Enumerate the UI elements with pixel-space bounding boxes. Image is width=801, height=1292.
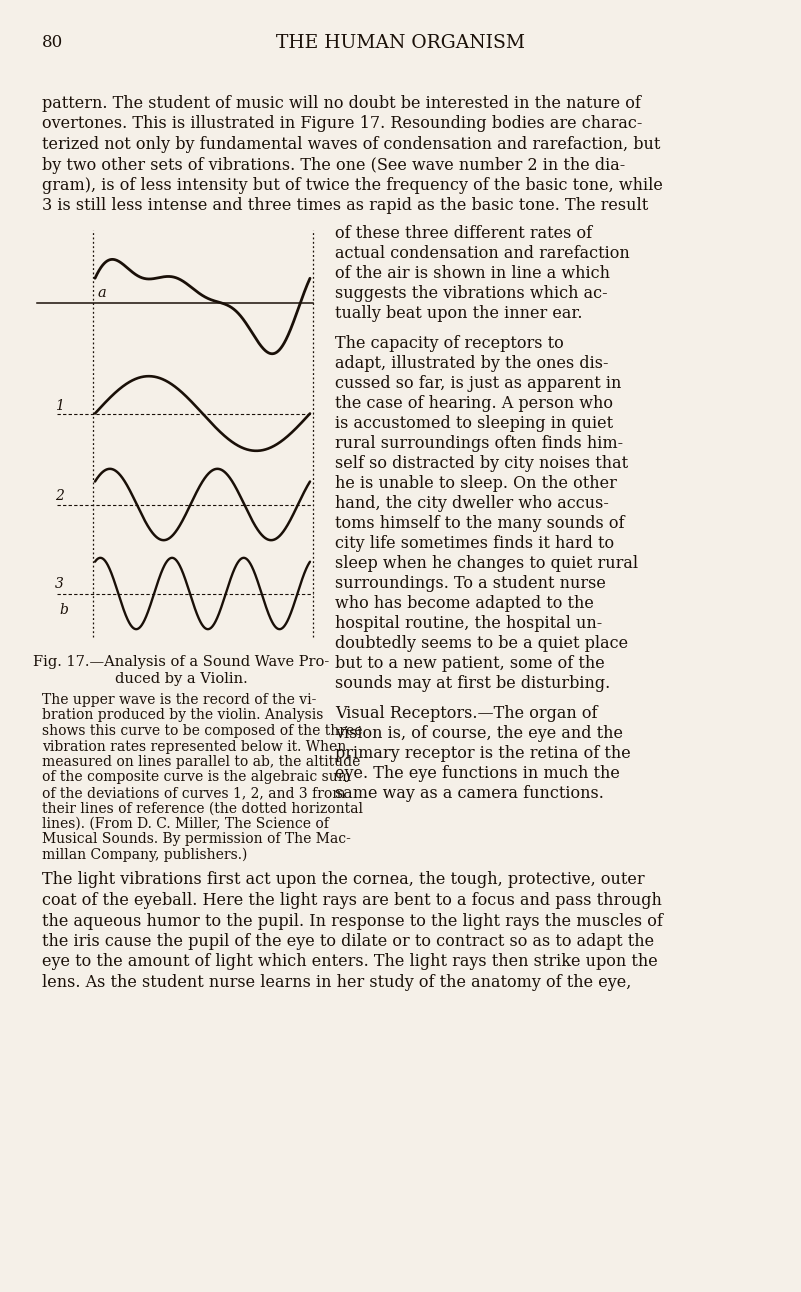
Text: is accustomed to sleeping in quiet: is accustomed to sleeping in quiet (335, 415, 613, 432)
Text: of the composite curve is the algebraic sum: of the composite curve is the algebraic … (42, 770, 351, 784)
Text: doubtedly seems to be a quiet place: doubtedly seems to be a quiet place (335, 634, 628, 652)
Text: who has become adapted to the: who has become adapted to the (335, 596, 594, 612)
Text: gram), is of less intensity but of twice the frequency of the basic tone, while: gram), is of less intensity but of twice… (42, 177, 663, 194)
Text: overtones. This is illustrated in Figure 17. Resounding bodies are charac-: overtones. This is illustrated in Figure… (42, 115, 642, 133)
Text: of the air is shown in line a which: of the air is shown in line a which (335, 265, 610, 282)
Text: of these three different rates of: of these three different rates of (335, 225, 592, 242)
Text: self so distracted by city noises that: self so distracted by city noises that (335, 455, 628, 472)
Text: tually beat upon the inner ear.: tually beat upon the inner ear. (335, 305, 582, 322)
Text: cussed so far, is just as apparent in: cussed so far, is just as apparent in (335, 375, 622, 391)
Text: coat of the eyeball. Here the light rays are bent to a focus and pass through: coat of the eyeball. Here the light rays… (42, 891, 662, 910)
Text: the aqueous humor to the pupil. In response to the light rays the muscles of: the aqueous humor to the pupil. In respo… (42, 912, 663, 929)
Text: 1: 1 (55, 398, 64, 412)
Text: lines). (From D. C. Miller, The Science of: lines). (From D. C. Miller, The Science … (42, 817, 329, 831)
Text: city life sometimes finds it hard to: city life sometimes finds it hard to (335, 535, 614, 552)
Text: a: a (98, 286, 107, 300)
Text: the case of hearing. A person who: the case of hearing. A person who (335, 395, 613, 412)
Text: suggests the vibrations which ac-: suggests the vibrations which ac- (335, 286, 608, 302)
Text: millan Company, publishers.): millan Company, publishers.) (42, 848, 248, 862)
Text: the iris cause the pupil of the eye to dilate or to contract so as to adapt the: the iris cause the pupil of the eye to d… (42, 933, 654, 950)
Text: lens. As the student nurse learns in her study of the anatomy of the eye,: lens. As the student nurse learns in her… (42, 974, 631, 991)
Text: measured on lines parallel to ab, the altitude: measured on lines parallel to ab, the al… (42, 755, 360, 769)
Text: Musical Sounds. By permission of The Mac-: Musical Sounds. By permission of The Mac… (42, 832, 351, 846)
Text: Fig. 17.—Analysis of a Sound Wave Pro-: Fig. 17.—Analysis of a Sound Wave Pro- (33, 655, 329, 669)
Text: sleep when he changes to quiet rural: sleep when he changes to quiet rural (335, 556, 638, 572)
Text: toms himself to the many sounds of: toms himself to the many sounds of (335, 516, 625, 532)
Text: 2: 2 (55, 490, 64, 504)
Text: The upper wave is the record of the vi-: The upper wave is the record of the vi- (42, 693, 316, 707)
Text: The light vibrations first act upon the cornea, the tough, protective, outer: The light vibrations first act upon the … (42, 872, 645, 889)
Text: b: b (59, 603, 68, 618)
Text: THE HUMAN ORGANISM: THE HUMAN ORGANISM (276, 34, 525, 52)
Text: terized not only by fundamental waves of condensation and rarefaction, but: terized not only by fundamental waves of… (42, 136, 660, 152)
Text: hand, the city dweller who accus-: hand, the city dweller who accus- (335, 495, 609, 512)
Text: eye. The eye functions in much the: eye. The eye functions in much the (335, 765, 620, 782)
Text: of the deviations of curves 1, 2, and 3 from: of the deviations of curves 1, 2, and 3 … (42, 786, 345, 800)
Text: Visual Receptors.—The organ of: Visual Receptors.—The organ of (335, 705, 598, 722)
Text: shows this curve to be composed of the three: shows this curve to be composed of the t… (42, 724, 363, 738)
Text: he is unable to sleep. On the other: he is unable to sleep. On the other (335, 475, 617, 492)
Text: 3: 3 (55, 578, 64, 592)
Text: rural surroundings often finds him-: rural surroundings often finds him- (335, 435, 623, 452)
Text: same way as a camera functions.: same way as a camera functions. (335, 786, 604, 802)
Text: primary receptor is the retina of the: primary receptor is the retina of the (335, 745, 630, 762)
Text: by two other sets of vibrations. The one (See wave number 2 in the dia-: by two other sets of vibrations. The one… (42, 156, 626, 173)
Text: hospital routine, the hospital un-: hospital routine, the hospital un- (335, 615, 602, 632)
Text: The capacity of receptors to: The capacity of receptors to (335, 335, 564, 351)
Text: vibration rates represented below it. When: vibration rates represented below it. Wh… (42, 739, 346, 753)
Text: vision is, of course, the eye and the: vision is, of course, the eye and the (335, 725, 623, 742)
Text: adapt, illustrated by the ones dis-: adapt, illustrated by the ones dis- (335, 355, 609, 372)
Text: actual condensation and rarefaction: actual condensation and rarefaction (335, 245, 630, 262)
Text: surroundings. To a student nurse: surroundings. To a student nurse (335, 575, 606, 592)
Text: bration produced by the violin. Analysis: bration produced by the violin. Analysis (42, 708, 324, 722)
Text: eye to the amount of light which enters. The light rays then strike upon the: eye to the amount of light which enters.… (42, 953, 658, 970)
Text: duced by a Violin.: duced by a Violin. (115, 672, 248, 686)
Text: but to a new patient, some of the: but to a new patient, some of the (335, 655, 605, 672)
Text: their lines of reference (the dotted horizontal: their lines of reference (the dotted hor… (42, 801, 363, 815)
Text: sounds may at first be disturbing.: sounds may at first be disturbing. (335, 674, 610, 693)
Text: 3 is still less intense and three times as rapid as the basic tone. The result: 3 is still less intense and three times … (42, 198, 648, 214)
Text: 80: 80 (42, 34, 63, 50)
Text: pattern. The student of music will no doubt be interested in the nature of: pattern. The student of music will no do… (42, 96, 641, 112)
